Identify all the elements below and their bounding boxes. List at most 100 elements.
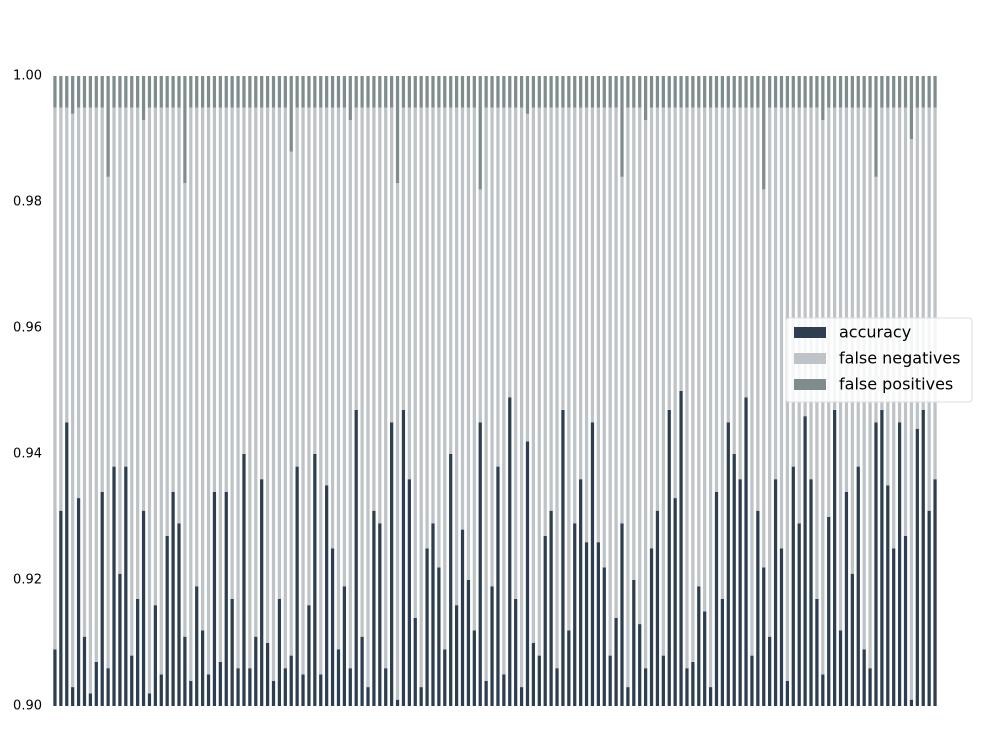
bar-segment xyxy=(224,491,228,706)
bar-segment xyxy=(785,680,790,706)
bar-segment xyxy=(643,76,648,121)
bar-segment xyxy=(413,617,417,706)
bar-segment xyxy=(159,107,163,675)
bar-segment xyxy=(218,107,222,662)
bar-segment xyxy=(289,655,293,706)
bar-segment xyxy=(514,598,518,706)
bar-segment xyxy=(555,107,559,669)
bar-segment xyxy=(118,107,122,574)
bar-segment xyxy=(265,76,270,108)
bar-segment xyxy=(431,107,435,524)
bar-segment xyxy=(177,523,181,706)
bar-segment xyxy=(679,107,683,391)
bar-segment xyxy=(892,548,896,706)
bar-segment xyxy=(584,76,589,108)
bar-segment xyxy=(407,107,411,480)
bar-segment xyxy=(555,76,559,108)
bar-segment xyxy=(892,76,896,108)
bar-segment xyxy=(673,107,677,499)
bar-segment xyxy=(897,76,902,108)
bar-segment xyxy=(661,655,665,706)
bar-segment xyxy=(136,76,140,108)
bar-segment xyxy=(561,107,565,410)
bar-segment xyxy=(147,107,152,694)
bar-segment xyxy=(519,687,524,706)
bar-segment xyxy=(171,76,175,108)
bar-segment xyxy=(779,76,784,108)
bar-segment xyxy=(579,76,583,108)
bar-segment xyxy=(850,573,854,706)
bar-segment xyxy=(124,76,128,108)
bar-segment xyxy=(933,479,937,706)
bar-segment xyxy=(354,107,358,410)
bar-segment xyxy=(419,687,423,706)
bar-segment xyxy=(177,107,181,524)
bar-segment xyxy=(502,107,506,675)
bar-segment xyxy=(679,76,683,108)
bar-segment xyxy=(336,76,341,108)
bar-segment xyxy=(502,674,506,706)
bar-segment xyxy=(614,617,618,706)
bar-segment xyxy=(874,422,878,706)
bar-segment xyxy=(118,76,122,108)
bar-segment xyxy=(372,76,376,108)
bar-segment xyxy=(242,454,246,706)
bar-segment xyxy=(732,107,736,454)
bar-segment xyxy=(608,107,612,656)
bar-segment xyxy=(65,422,69,706)
bar-segment xyxy=(655,107,660,511)
bar-segment xyxy=(815,598,819,706)
bar-segment xyxy=(325,107,329,486)
bar-segment xyxy=(59,76,63,108)
bar-segment xyxy=(313,454,317,706)
bar-segment xyxy=(537,76,541,108)
bar-segment xyxy=(141,510,146,706)
bar-segment xyxy=(638,624,642,706)
bar-segment xyxy=(726,107,730,423)
bar-segment xyxy=(277,76,282,108)
bar-segment xyxy=(390,422,394,706)
bar-segment xyxy=(112,76,116,108)
bar-segment xyxy=(768,76,772,108)
bar-segment xyxy=(756,76,760,108)
bar-segment xyxy=(195,107,199,587)
bar-segment xyxy=(655,76,660,108)
bar-segment xyxy=(909,139,914,700)
bar-segment xyxy=(762,189,766,568)
bar-segment xyxy=(856,76,860,108)
bar-segment xyxy=(508,76,512,108)
bar-segment xyxy=(827,517,831,706)
bar-segment xyxy=(886,485,890,706)
bar-segment xyxy=(59,510,63,706)
bar-segment xyxy=(803,416,807,706)
bar-segment xyxy=(620,76,624,177)
bar-segment xyxy=(218,661,222,706)
bar-segment xyxy=(791,76,795,108)
bar-segment xyxy=(673,76,677,108)
bar-segment xyxy=(649,548,654,706)
bar-segment xyxy=(478,189,482,423)
bar-segment xyxy=(519,76,524,108)
bar-segment xyxy=(200,107,205,631)
bar-segment xyxy=(886,76,890,108)
bar-segment xyxy=(490,107,494,587)
bar-segment xyxy=(159,674,163,706)
bar-segment xyxy=(496,107,500,467)
bar-segment xyxy=(236,668,240,706)
bar-segment xyxy=(608,655,612,706)
legend-label: false negatives xyxy=(839,349,960,368)
bar-segment xyxy=(124,466,128,706)
bar-segment xyxy=(366,687,370,706)
bar-segment xyxy=(401,76,406,108)
bar-segment xyxy=(579,107,583,480)
bar-segment xyxy=(649,76,654,108)
bar-segment xyxy=(200,76,205,108)
bar-segment xyxy=(531,76,536,108)
bar-segment xyxy=(827,76,831,108)
bar-segment xyxy=(460,76,465,108)
bar-segment xyxy=(809,479,813,706)
bar-segment xyxy=(638,76,642,108)
bar-segment xyxy=(915,76,919,108)
bar-segment xyxy=(490,586,494,706)
bar-segment xyxy=(886,107,890,486)
